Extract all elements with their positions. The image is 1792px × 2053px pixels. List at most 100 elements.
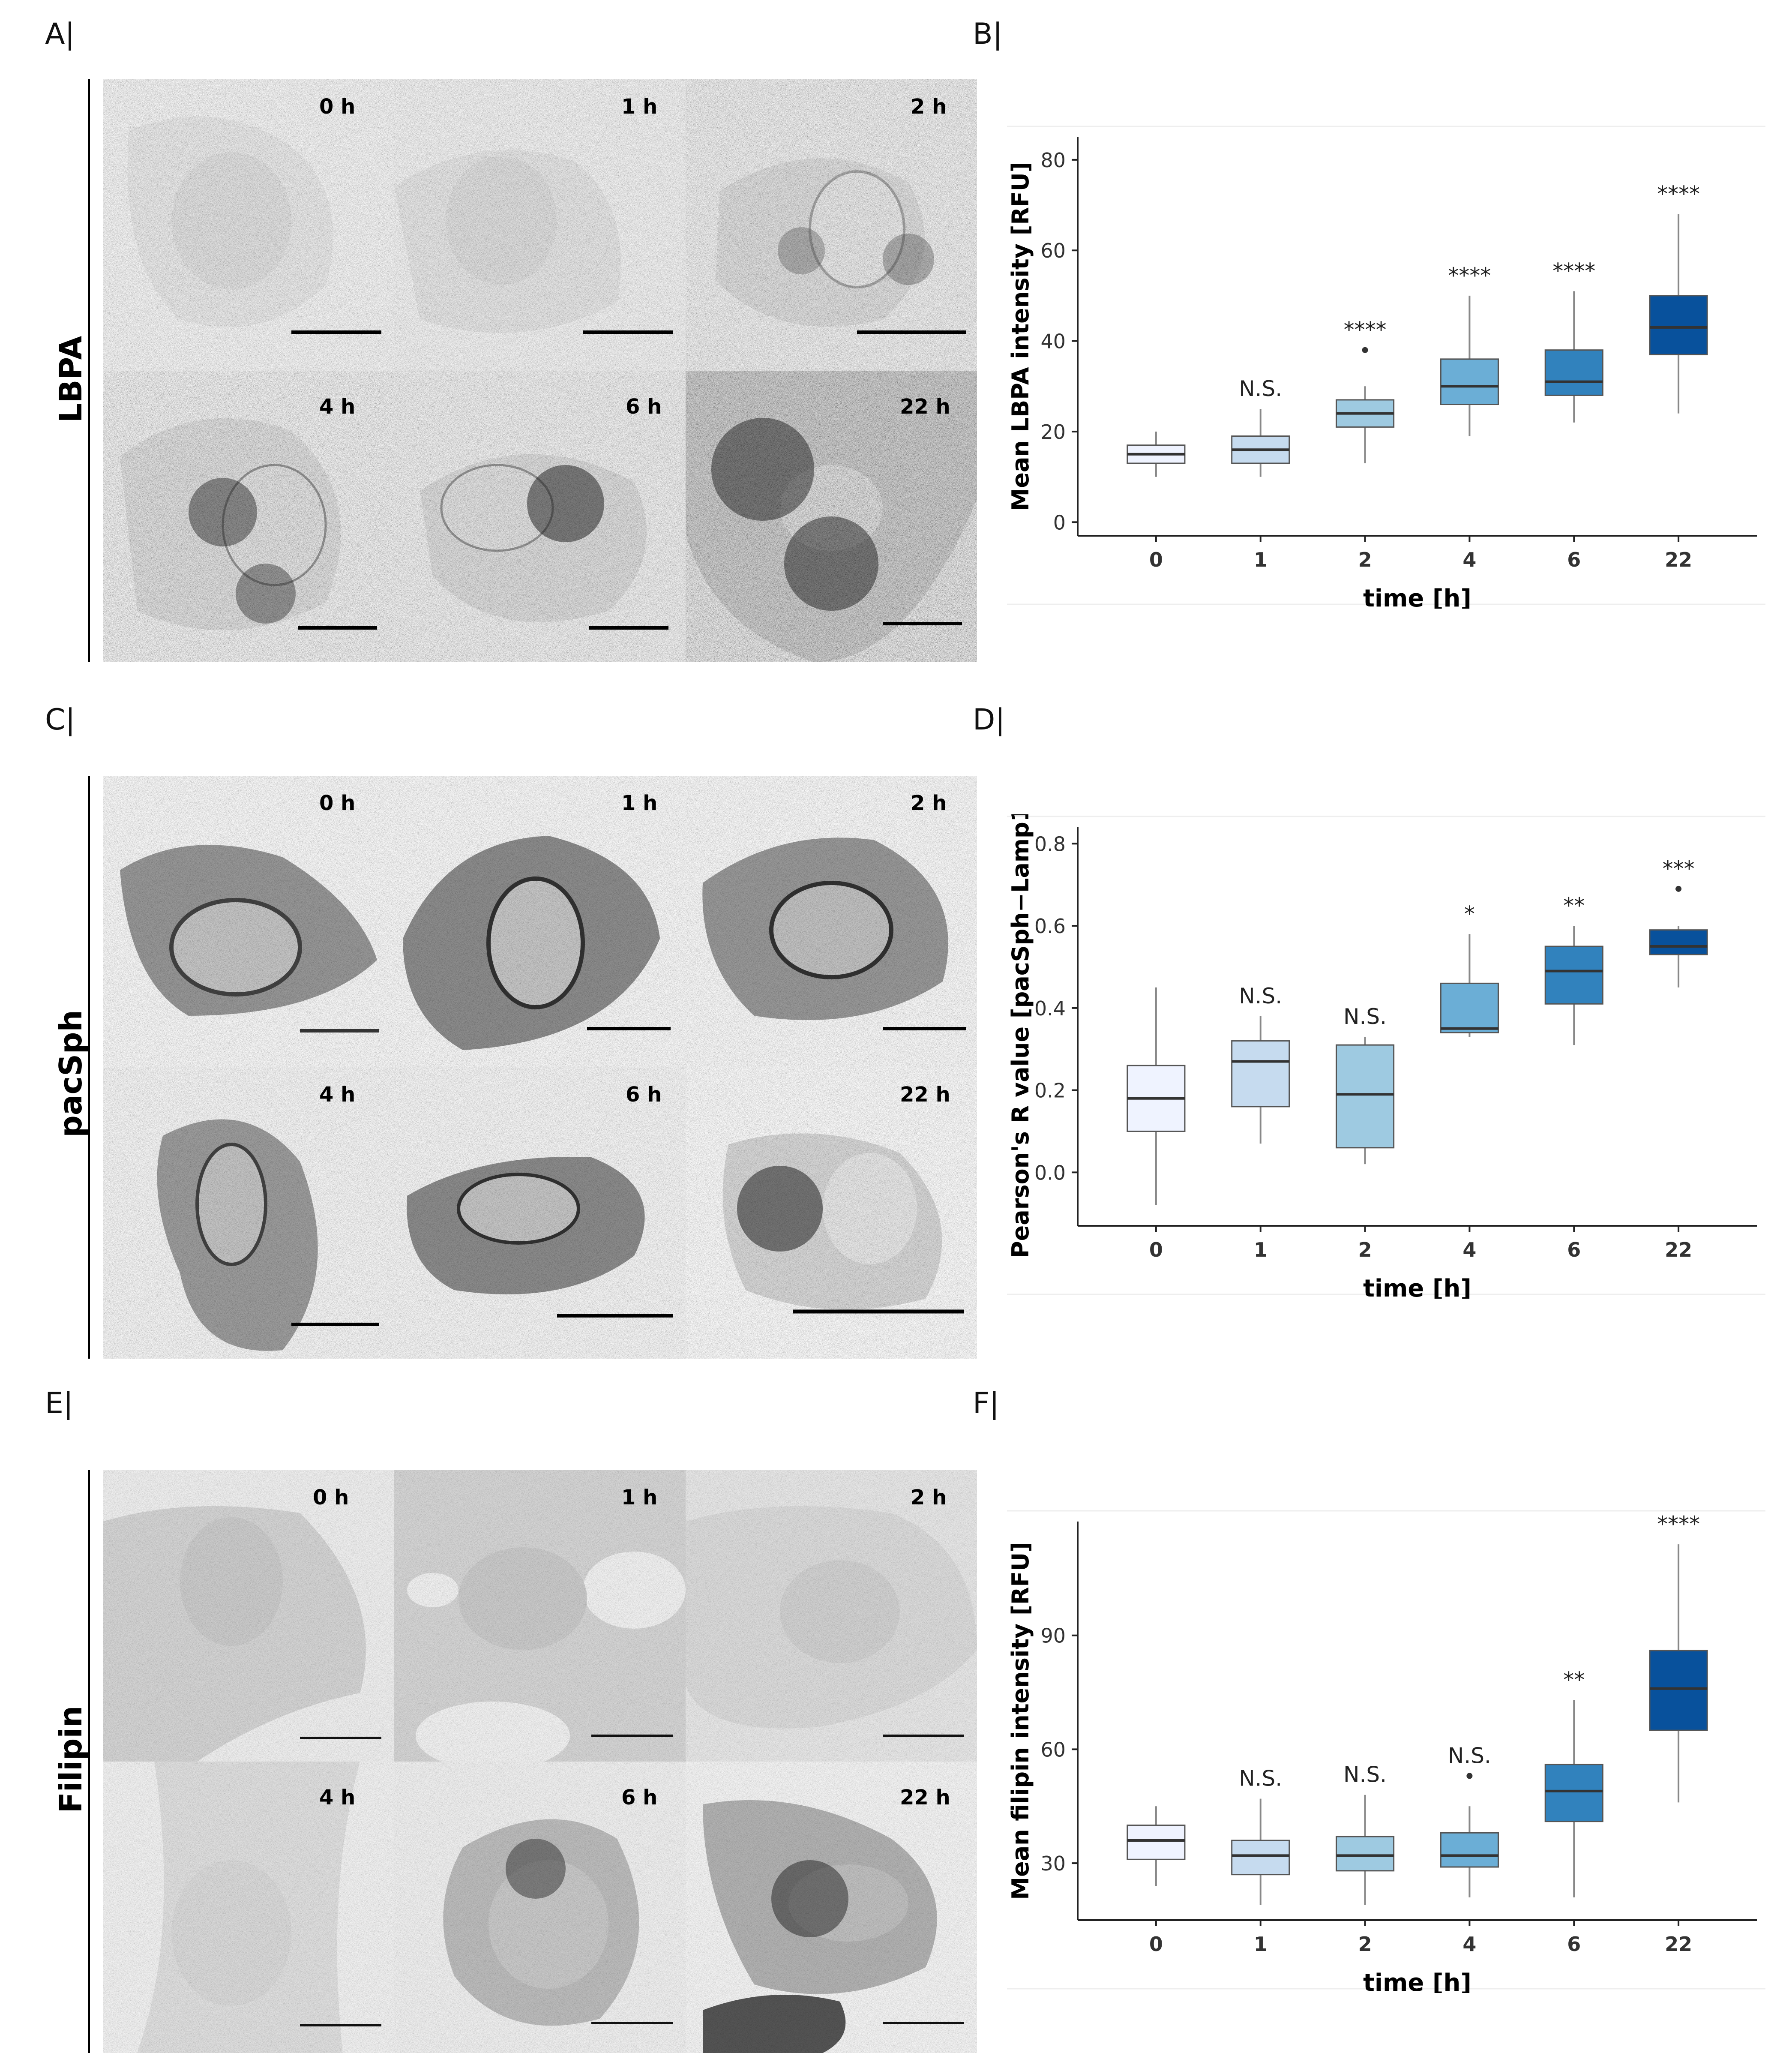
tile-2h: 2 h bbox=[686, 79, 977, 371]
box-22 bbox=[1649, 1650, 1708, 1731]
svg-text:6 h: 6 h bbox=[621, 1786, 657, 1810]
svg-text:4 h: 4 h bbox=[319, 1083, 355, 1107]
significance-label: N.S. bbox=[1343, 1762, 1387, 1787]
tile-22h: 22 h bbox=[686, 371, 977, 662]
significance-label: **** bbox=[1657, 1512, 1700, 1537]
box-4 bbox=[1440, 358, 1499, 405]
box-4 bbox=[1440, 982, 1499, 1033]
x-tick-label: 22 bbox=[1665, 1933, 1692, 1956]
tile-4h: 4 h bbox=[103, 371, 394, 662]
tile-6h: 6 h bbox=[394, 1762, 686, 2053]
tile-2h: 2 h bbox=[686, 776, 977, 1067]
row-divider-pacsph bbox=[88, 776, 90, 1359]
y-tick-label: 0.6 bbox=[1034, 915, 1066, 938]
svg-text:2 h: 2 h bbox=[911, 1486, 947, 1510]
tile-label: 0 h bbox=[319, 95, 355, 119]
tile-0h: 0 h bbox=[103, 79, 394, 371]
tile-4h: 4 h bbox=[103, 1067, 394, 1359]
tile-22h: 22 h bbox=[686, 1067, 977, 1359]
panel-label-c: C| bbox=[45, 703, 75, 737]
svg-text:22 h: 22 h bbox=[900, 1786, 950, 1810]
significance-label: ** bbox=[1563, 893, 1585, 918]
outlier-point bbox=[1675, 885, 1682, 892]
lbpa-image-grid: 0 h 1 h 2 h 4 h 6 h bbox=[103, 79, 977, 662]
outlier-point bbox=[1362, 347, 1368, 353]
tile-1h: 1 h bbox=[394, 776, 686, 1067]
tile-6h: 6 h bbox=[394, 371, 686, 662]
y-tick-label: 90 bbox=[1040, 1624, 1066, 1648]
y-tick-label: 60 bbox=[1040, 1738, 1066, 1761]
x-tick-label: 22 bbox=[1665, 1238, 1692, 1261]
x-tick-label: 0 bbox=[1149, 548, 1163, 571]
tile-22h: 22 h bbox=[686, 1762, 977, 2053]
significance-label: **** bbox=[1552, 258, 1595, 283]
y-axis-title: Mean filipin intensity [RFU] bbox=[1007, 1542, 1034, 1900]
x-tick-label: 1 bbox=[1254, 1238, 1268, 1261]
tile-6h: 6 h bbox=[394, 1067, 686, 1359]
box-0 bbox=[1127, 1825, 1186, 1860]
box-6 bbox=[1544, 349, 1603, 396]
svg-text:1 h: 1 h bbox=[621, 95, 657, 119]
row-label-lbpa: LBPA bbox=[53, 336, 89, 423]
x-tick-label: 2 bbox=[1358, 548, 1372, 571]
filipin-image-grid: 0 h 1 h 2 h 4 h 6 h bbox=[103, 1470, 977, 2053]
svg-text:22 h: 22 h bbox=[900, 395, 950, 419]
x-tick-label: 0 bbox=[1149, 1238, 1163, 1261]
tile-0h: 0 h bbox=[103, 1470, 394, 1762]
panel-label-e: E| bbox=[45, 1387, 73, 1420]
pacsph-image-grid: 0 h 1 h 2 h 4 h 6 h bbox=[103, 776, 977, 1359]
svg-text:4 h: 4 h bbox=[319, 395, 355, 419]
x-tick-label: 6 bbox=[1567, 548, 1581, 571]
significance-label: N.S. bbox=[1448, 1743, 1491, 1768]
y-tick-label: 0 bbox=[1053, 511, 1066, 534]
x-tick-label: 4 bbox=[1462, 1238, 1476, 1261]
significance-label: *** bbox=[1663, 856, 1695, 881]
outlier-point bbox=[1466, 1773, 1473, 1779]
x-tick-label: 2 bbox=[1358, 1933, 1372, 1956]
significance-label: * bbox=[1464, 901, 1475, 926]
y-tick-label: 0.2 bbox=[1034, 1079, 1066, 1102]
tile-1h: 1 h bbox=[394, 79, 686, 371]
x-tick-label: 4 bbox=[1462, 1933, 1476, 1956]
significance-label: **** bbox=[1448, 263, 1491, 288]
significance-label: **** bbox=[1657, 182, 1700, 207]
significance-label: **** bbox=[1344, 318, 1387, 342]
y-tick-label: 80 bbox=[1040, 149, 1066, 172]
y-axis-title: Mean LBPA intensity [RFU] bbox=[1007, 162, 1034, 511]
row-divider-filipin bbox=[88, 1470, 90, 2053]
y-tick-label: 40 bbox=[1040, 330, 1066, 353]
significance-label: N.S. bbox=[1239, 376, 1282, 401]
x-tick-label: 0 bbox=[1149, 1933, 1163, 1956]
tile-1h: 1 h bbox=[394, 1470, 686, 1770]
significance-label: ** bbox=[1563, 1667, 1585, 1692]
x-tick-label: 1 bbox=[1254, 1933, 1268, 1956]
svg-text:4 h: 4 h bbox=[319, 1786, 355, 1810]
x-axis-title: time [h] bbox=[1363, 1275, 1471, 1299]
tile-2h: 2 h bbox=[686, 1470, 977, 1762]
box-1 bbox=[1231, 1840, 1290, 1876]
box-22 bbox=[1649, 929, 1708, 955]
significance-label: N.S. bbox=[1239, 1766, 1282, 1791]
x-tick-label: 6 bbox=[1567, 1933, 1581, 1956]
box-1 bbox=[1231, 1040, 1290, 1108]
box-4 bbox=[1440, 1832, 1499, 1868]
y-tick-label: 0.0 bbox=[1034, 1161, 1066, 1184]
panel-label-f: F| bbox=[973, 1387, 1000, 1420]
significance-label: N.S. bbox=[1239, 984, 1282, 1008]
svg-text:6 h: 6 h bbox=[626, 1083, 662, 1107]
svg-text:6 h: 6 h bbox=[626, 395, 662, 419]
tile-0h: 0 h bbox=[103, 776, 394, 1067]
x-tick-label: 22 bbox=[1665, 548, 1692, 571]
box-2 bbox=[1336, 1836, 1395, 1872]
row-label-filipin: Filipin bbox=[53, 1705, 89, 1813]
panel-label-b: B| bbox=[973, 17, 1003, 51]
box-6 bbox=[1544, 945, 1603, 1005]
x-axis-title: time [h] bbox=[1363, 1969, 1471, 1993]
significance-label: N.S. bbox=[1343, 1004, 1387, 1029]
y-tick-label: 0.8 bbox=[1034, 832, 1066, 855]
y-tick-label: 0.4 bbox=[1034, 997, 1066, 1020]
y-tick-label: 30 bbox=[1040, 1852, 1066, 1875]
x-tick-label: 2 bbox=[1358, 1238, 1372, 1261]
